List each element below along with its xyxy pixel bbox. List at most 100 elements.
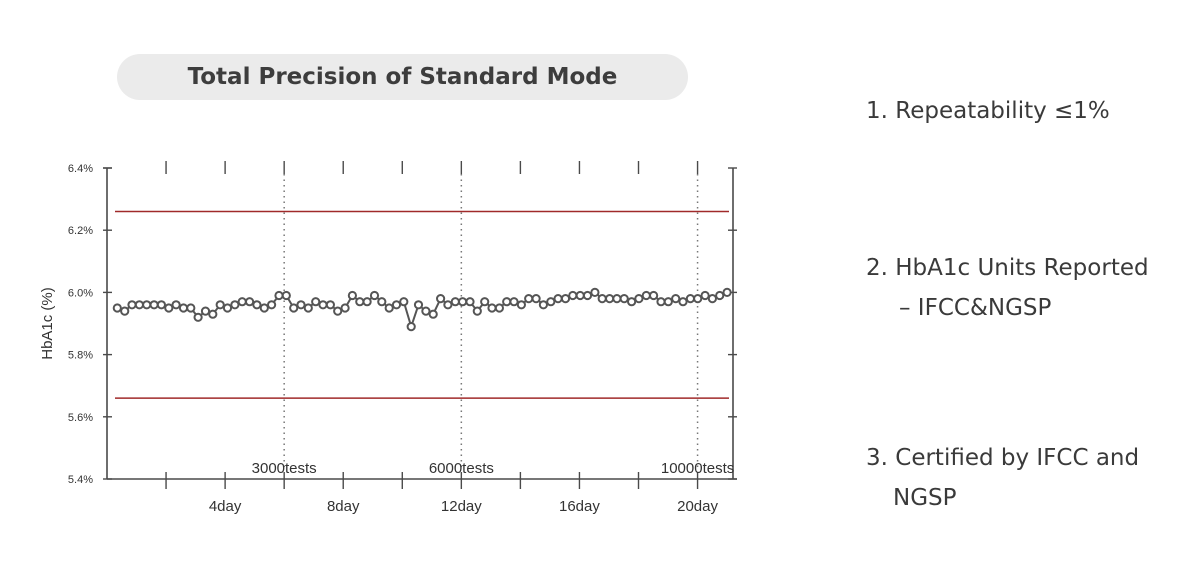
data-point	[340, 303, 350, 313]
chart-title: Total Precision of Standard Mode	[187, 64, 618, 90]
data-point	[656, 297, 666, 307]
data-point	[531, 294, 541, 304]
data-point	[149, 300, 159, 310]
data-point	[678, 297, 688, 307]
data-point	[222, 303, 233, 313]
data-point	[671, 294, 681, 304]
data-point	[355, 297, 365, 307]
data-point	[347, 290, 357, 301]
data-point	[649, 290, 659, 301]
data-point	[171, 300, 181, 310]
x-tick-label: 20day	[677, 498, 718, 515]
data-point	[458, 297, 468, 307]
data-point	[120, 306, 130, 316]
data-point	[707, 294, 718, 304]
data-point	[142, 300, 152, 310]
chart-title-banner: Total Precision of Standard Mode	[117, 54, 688, 100]
data-point	[546, 297, 556, 307]
data-point	[259, 303, 269, 313]
data-point	[399, 297, 409, 307]
data-point	[391, 300, 402, 310]
data-point	[575, 290, 585, 301]
data-point	[487, 303, 497, 313]
x-tick-label: 12day	[441, 498, 482, 515]
x-tick-label: 8day	[327, 498, 360, 515]
data-point	[428, 309, 438, 319]
test-marker-label: 10000tests	[661, 460, 734, 477]
data-point	[443, 300, 453, 310]
data-point	[362, 297, 372, 307]
data-point	[274, 290, 284, 301]
data-point	[208, 309, 218, 319]
y-axis-label: HbA1c (%)	[39, 287, 56, 360]
data-point	[685, 294, 696, 304]
data-point	[472, 306, 482, 316]
data-point	[663, 297, 673, 307]
data-point	[281, 290, 291, 301]
data-point	[178, 303, 189, 313]
y-tick-label: 5.8%	[68, 350, 93, 362]
data-point	[700, 290, 710, 301]
data-point	[252, 300, 262, 310]
feature-3-text: 3. Certified by IFCC and	[866, 445, 1140, 471]
data-point	[450, 297, 460, 307]
feature-2-subtext: – IFCC&NGSP	[899, 295, 1052, 321]
data-point	[634, 294, 644, 304]
feature-3-subtext: NGSP	[893, 485, 957, 511]
data-point	[553, 294, 563, 304]
data-point	[164, 303, 174, 313]
data-point	[524, 294, 534, 304]
feature-item-2: 2. HbA1c Units Reported – IFCC&NGSP	[866, 248, 1149, 328]
data-point	[413, 300, 424, 310]
data-point	[627, 297, 637, 307]
feature-1-text: 1. Repeatability ≤1%	[866, 98, 1110, 124]
data-point	[693, 294, 703, 304]
data-point	[377, 297, 387, 307]
data-point	[538, 300, 549, 310]
data-point	[318, 300, 328, 310]
feature-item-3: 3. Certified by IFCC and NGSP	[866, 438, 1139, 518]
data-point	[289, 303, 299, 313]
data-point	[582, 290, 593, 301]
data-point	[436, 294, 446, 304]
x-tick-label: 16day	[559, 498, 600, 515]
data-point	[384, 303, 394, 313]
data-point	[516, 300, 527, 310]
data-point	[156, 300, 166, 310]
data-point	[597, 294, 607, 304]
data-point	[311, 297, 321, 307]
y-tick-label: 5.4%	[68, 474, 93, 486]
data-point	[193, 312, 203, 322]
data-point	[480, 297, 490, 307]
data-point	[186, 303, 196, 313]
data-point	[333, 306, 343, 316]
data-point	[560, 294, 571, 304]
data-point	[200, 306, 211, 316]
data-point	[502, 297, 512, 307]
data-point	[465, 297, 475, 307]
data-point	[612, 294, 622, 304]
data-point	[619, 294, 629, 304]
data-point	[296, 300, 306, 310]
data-point	[237, 297, 247, 307]
feature-item-1: 1. Repeatability ≤1%	[866, 91, 1110, 131]
data-point	[568, 290, 578, 301]
data-point	[325, 300, 335, 310]
data-point	[230, 300, 240, 310]
precision-chart: 6.4% 6.2% 6.0% 5.8% 5.6% 5.4% HbA1c (%) 4day 8da…	[39, 161, 737, 515]
data-point	[112, 303, 122, 313]
data-point	[722, 287, 732, 297]
feature-2-text: 2. HbA1c Units Reported	[866, 255, 1149, 281]
x-tick-label: 4day	[209, 498, 242, 515]
data-point	[215, 300, 225, 310]
data-point	[406, 322, 416, 332]
test-marker-label: 6000tests	[429, 460, 494, 477]
data-point	[267, 300, 277, 310]
data-point	[134, 300, 144, 310]
data-point	[590, 287, 600, 297]
data-point	[605, 294, 615, 304]
y-tick-label: 5.6%	[68, 412, 93, 424]
data-point	[509, 297, 519, 307]
data-point	[494, 303, 504, 313]
data-point	[245, 297, 255, 307]
